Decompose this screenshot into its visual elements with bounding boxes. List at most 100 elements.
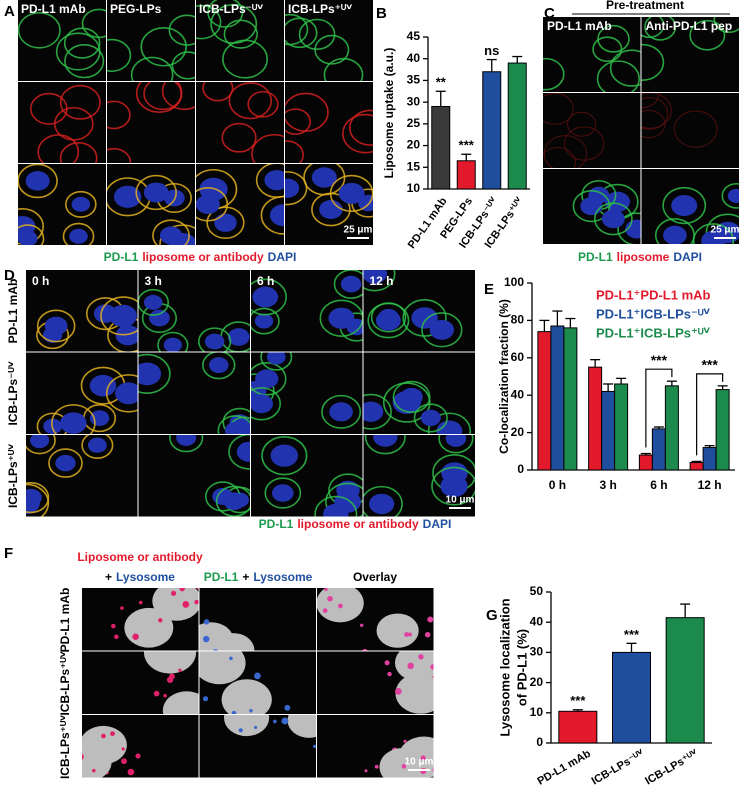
caption-part: PD-L1 [578,250,613,264]
puncta [404,632,409,637]
nucleus [287,715,316,738]
micrograph [363,435,475,517]
membrane [617,212,641,244]
scale-label: 10 μm [405,757,434,768]
membrane [264,477,302,509]
nucleus [223,492,245,511]
y-tick-label: 10 [530,705,544,719]
x-tick-label: ICB-LPs⁻ᵁⱽ [590,747,647,787]
nucleus [376,613,419,648]
y-tick-label: 40 [511,387,525,401]
nucleus [264,170,284,191]
puncta [403,739,407,743]
membrane [140,26,187,67]
membrane [18,224,45,245]
membrane [107,147,132,163]
membrane [196,187,229,222]
micrograph [251,435,363,517]
cells [82,715,141,778]
cells [36,366,138,434]
micrograph-bg [285,82,373,163]
membrane [100,296,138,336]
y-tick-label: 40 [407,51,421,65]
bar [638,454,653,471]
puncta [153,690,160,697]
micrograph [543,93,641,168]
bar [482,71,502,190]
membrane [673,110,718,148]
micrograph [641,17,739,92]
membrane [325,482,363,517]
cells [196,164,284,240]
panel-letter: F [4,545,13,562]
membrane [59,142,98,163]
puncta [138,600,143,605]
puncta [202,696,209,702]
scale-label: 10 μm [446,495,475,506]
nucleus [124,607,174,648]
bar [431,105,451,190]
puncta [132,633,139,640]
puncta [418,654,424,660]
y-tick-label: 80 [511,313,525,327]
column-title: PD-L1 mAb [547,19,612,33]
micrograph [317,651,452,714]
puncta [110,731,115,737]
nucleus [44,316,68,336]
membrane [207,0,244,28]
micrograph-bg [285,0,373,81]
puncta [446,675,452,681]
nucleus [272,484,294,502]
cells [196,0,268,79]
micrograph-bg [107,0,195,81]
nucleus [208,357,229,374]
y-axis-label: Liposome uptake (a.u.) [382,48,396,179]
x-tick-label: 3 h [599,478,616,492]
membrane [721,182,739,209]
membrane [169,435,204,453]
y-tick-label: 30 [407,94,421,108]
nucleus [251,394,273,414]
membrane [251,307,280,335]
caption-part: Liposome or antibody [77,550,203,564]
membrane [348,109,373,146]
puncta [203,635,210,643]
nucleus [214,213,237,232]
significance: *** [570,693,586,708]
nucleus [163,337,182,352]
cells [224,715,316,749]
puncta [238,728,243,733]
membrane [152,219,190,245]
caption-part: liposome or antibody [297,517,419,531]
membrane [135,174,177,211]
membrane [251,133,284,163]
time-label: 0 h [32,274,49,288]
nucleus [221,679,272,714]
cells [138,352,250,434]
micrograph [251,352,363,434]
puncta [111,715,113,716]
cells [199,619,255,651]
micrograph [107,0,195,81]
puncta [408,787,414,793]
membrane [18,164,58,199]
membrane [641,93,660,109]
bar [702,447,717,471]
puncta [135,753,141,759]
bar [588,366,603,471]
membrane [644,17,677,41]
membrane [221,122,257,153]
puncta [254,672,261,680]
y-axis-label: Lysosome localization [497,598,512,736]
micrograph [543,169,641,244]
cells [363,380,472,434]
membrane [222,39,268,79]
puncta [374,764,379,769]
puncta [179,588,185,592]
cells [30,84,101,163]
y-tick-label: 10 [407,181,421,195]
membrane [402,299,447,337]
membrane [251,362,287,396]
y-tick-label: 20 [511,425,525,439]
significance: *** [624,627,640,642]
